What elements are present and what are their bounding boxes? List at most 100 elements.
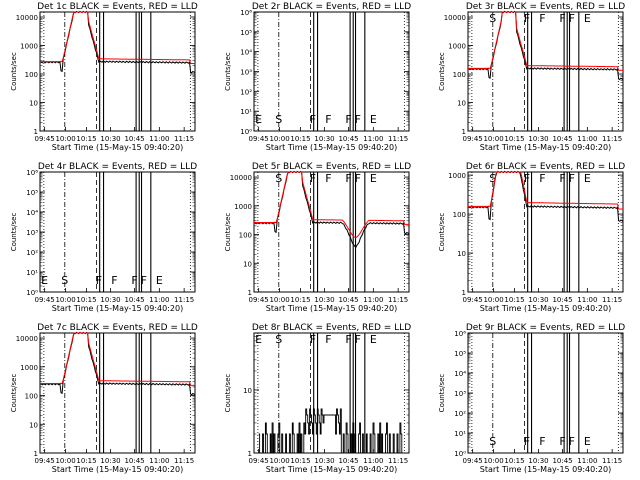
x-tick-label: 10:00 (483, 296, 503, 304)
y-axis-label: Counts/sec (438, 374, 446, 413)
flag-letter: E (584, 172, 591, 185)
y-tick-label: 10⁴ (454, 370, 466, 378)
x-tick-label: 11:15 (174, 296, 194, 304)
y-tick-label: 10¹ (454, 430, 466, 438)
x-tick-label: 10:00 (55, 296, 75, 304)
y-tick-label: 10000 (444, 14, 466, 22)
flag-letter: F (524, 12, 530, 25)
x-tick-label: 11:15 (388, 457, 408, 465)
detector-panel-6: Det 6r BLACK = Events, RED = LLD Start Ti… (438, 162, 625, 313)
x-tick-label: 11:15 (602, 457, 622, 465)
y-tick-label: 1000 (448, 172, 466, 180)
x-tick-label: 09:45 (463, 135, 483, 143)
y-tick-label: 10⁴ (26, 209, 38, 217)
x-tick-label: 10:15 (76, 457, 96, 465)
flag-letter: E (370, 113, 377, 126)
x-tick-label: 10:15 (290, 135, 310, 143)
x-tick-label: 10:15 (290, 457, 310, 465)
x-tick-label: 11:00 (577, 296, 597, 304)
x-tick-label: 10:45 (552, 457, 572, 465)
x-tick-label: 09:45 (35, 135, 55, 143)
lld-series (40, 332, 195, 386)
y-tick-label: 100 (25, 71, 38, 79)
y-tick-label: 10 (457, 100, 466, 108)
x-tick-label: 10:00 (483, 135, 503, 143)
flag-letter: E (156, 274, 163, 287)
lld-series (254, 171, 409, 239)
lld-series (468, 11, 623, 71)
x-tick-label: 10:30 (528, 296, 548, 304)
flag-letter: F (355, 333, 361, 346)
y-tick-label: 10 (243, 387, 252, 395)
y-tick-label: 10 (457, 250, 466, 258)
x-tick-label: 11:00 (363, 135, 383, 143)
x-tick-label: 11:00 (149, 135, 169, 143)
y-axis-label: Counts/sec (224, 213, 232, 252)
flag-letter: S (275, 172, 282, 185)
y-axis-label: Counts/sec (438, 52, 446, 91)
flag-letter: F (310, 333, 316, 346)
y-tick-label: 100 (453, 71, 466, 79)
events-series (258, 408, 404, 454)
panel-title: Det 9r BLACK = Events, RED = LLD (466, 323, 625, 333)
x-tick-label: 11:15 (388, 296, 408, 304)
y-tick-label: 10² (240, 88, 252, 96)
x-tick-label: 11:00 (149, 296, 169, 304)
plot-frame (39, 332, 196, 454)
x-tick-label: 10:30 (100, 457, 120, 465)
flag-letter: F (310, 172, 316, 185)
y-tick-label: 1000 (20, 364, 38, 372)
flag-letter: F (96, 274, 102, 287)
panel-title: Det 7c BLACK = Events, RED = LLD (37, 323, 198, 333)
flag-letter: F (569, 435, 575, 448)
panel-title: Det 3r BLACK = Events, RED = LLD (466, 2, 625, 12)
flag-letter: F (524, 172, 530, 185)
lld-series (40, 11, 195, 64)
flag-letter: F (345, 113, 351, 126)
x-tick-label: 09:45 (35, 296, 55, 304)
detector-panel-4: Det 4r BLACK = Events, RED = LLD Start Ti… (10, 162, 197, 313)
flag-letter: F (559, 435, 565, 448)
flag-letter: E (370, 333, 377, 346)
y-tick-label: 10¹ (240, 108, 252, 116)
x-tick-label: 11:00 (577, 457, 597, 465)
x-tick-label: 10:45 (338, 296, 358, 304)
flag-letter: F (325, 172, 331, 185)
y-tick-label: 10³ (240, 69, 252, 77)
x-axis-label: Start Time (15-May-15 09:40:20) (480, 143, 611, 152)
panel-title: Det 5r BLACK = Events, RED = LLD (252, 162, 411, 172)
y-tick-label: 10 (29, 100, 38, 108)
y-tick-label: 10⁰ (240, 128, 252, 136)
x-tick-label: 10:15 (76, 296, 96, 304)
flag-letter: F (325, 113, 331, 126)
y-tick-label: 10⁵ (26, 189, 38, 197)
x-tick-label: 10:45 (338, 135, 358, 143)
flag-letter: S (489, 435, 496, 448)
y-tick-label: 10¹ (26, 269, 38, 277)
x-tick-label: 10:00 (269, 296, 289, 304)
flag-letter: F (310, 113, 316, 126)
x-axis-label: Start Time (15-May-15 09:40:20) (266, 304, 397, 313)
x-tick-label: 09:45 (249, 457, 269, 465)
plot-frame (253, 171, 410, 293)
x-tick-label: 10:00 (55, 457, 75, 465)
x-tick-label: 10:00 (55, 135, 75, 143)
x-axis-label: Start Time (15-May-15 09:40:20) (52, 143, 183, 152)
flag-letter: E (41, 274, 48, 287)
flag-letter: F (524, 435, 530, 448)
x-tick-label: 11:15 (602, 135, 622, 143)
x-axis-label: Start Time (15-May-15 09:40:20) (266, 143, 397, 152)
x-axis-label: Start Time (15-May-15 09:40:20) (266, 465, 397, 474)
x-tick-label: 10:30 (100, 135, 120, 143)
flag-letter: F (345, 172, 351, 185)
flag-letter: F (539, 12, 545, 25)
flag-letter: S (61, 274, 68, 287)
y-tick-label: 1000 (234, 203, 252, 211)
flag-letter: F (569, 172, 575, 185)
y-tick-label: 10³ (26, 229, 38, 237)
x-tick-label: 09:45 (463, 296, 483, 304)
y-tick-label: 1 (248, 450, 252, 458)
x-tick-label: 10:00 (483, 457, 503, 465)
x-tick-label: 09:45 (249, 296, 269, 304)
detector-panel-1: Det 1c BLACK = Events, RED = LLD Start Ti… (10, 2, 198, 152)
